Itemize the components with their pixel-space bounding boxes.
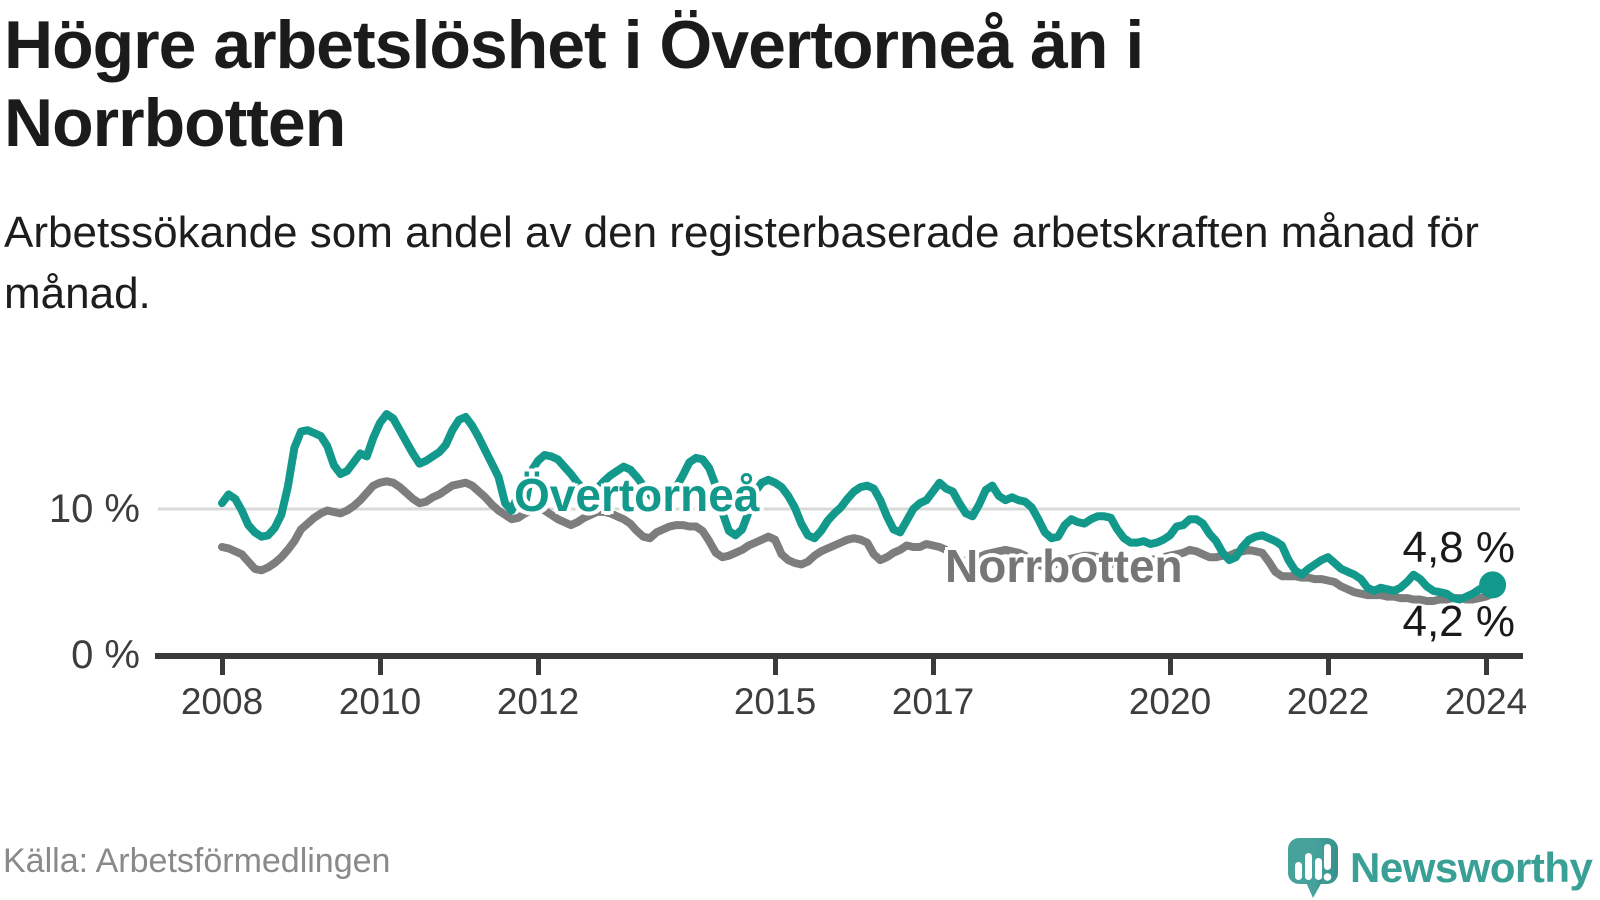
logo-bar-2 [1305,853,1312,880]
newsworthy-logo-icon [1288,838,1338,898]
x-tick-label: 2022 [1286,681,1370,722]
x-tick-label: 2010 [338,681,422,722]
series-label-overtornea: Övertorneå [514,469,760,521]
x-tick-mark [377,658,383,675]
x-tick-mark [535,658,541,675]
logo-exclamation-dot [1323,873,1332,881]
source-note: Källa: Arbetsförmedlingen [3,842,391,880]
x-tick-label: 2012 [496,681,580,722]
series-label-norrbotten: Norrbotten [945,540,1183,592]
chart-subtitle: Arbetssökande som andel av den registerb… [4,208,1479,318]
x-tick-mark [1325,658,1331,675]
x-tick-mark [219,658,225,675]
y-tick-label: 0 % [71,633,140,677]
x-tick-label: 2017 [891,681,975,722]
norrbotten-line [218,477,1497,605]
overtornea-line [218,410,1497,604]
x-tick-mark [930,658,936,675]
x-tick-label: 2008 [180,681,264,722]
x-tick-mark [1483,658,1489,675]
x-tick-label: 2024 [1444,681,1528,722]
x-tick-mark [1167,658,1173,675]
newsworthy-wordmark: Newsworthy [1350,844,1593,891]
x-tick-label: 2015 [733,681,817,722]
x-tick-label: 2020 [1128,681,1212,722]
x-tick-mark [772,658,778,675]
logo-exclamation-bar [1324,844,1331,870]
logo-bar-3 [1315,858,1322,880]
logo-bar-1 [1295,862,1302,880]
end-value-norrbotten: 4,2 % [1402,597,1515,646]
logo-bubble-tail [1305,880,1323,898]
end-value-overtornea: 4,8 % [1402,523,1515,572]
latest-value-dot [1479,571,1507,599]
page-title: Högre arbetslöshet i Övertorneå än i Nor… [4,7,1144,161]
y-tick-label: 10 % [48,487,140,531]
